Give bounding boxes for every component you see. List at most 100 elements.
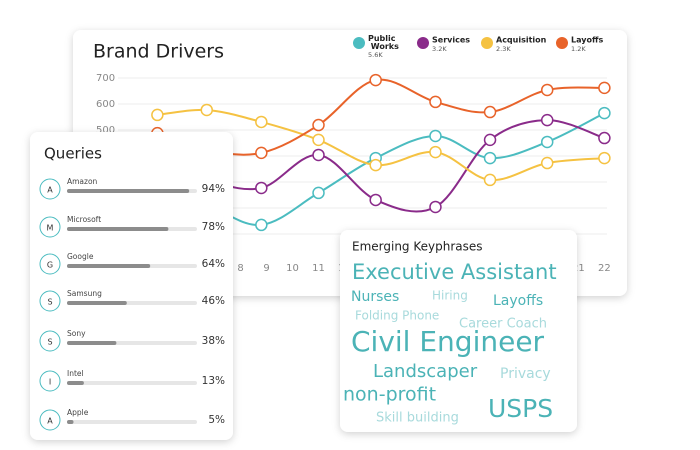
keyphrase: USPS [488, 394, 553, 423]
y-tick-label: 500 [96, 125, 115, 136]
point [429, 129, 442, 143]
avatar-letter: M [47, 224, 54, 233]
legend-swatch [417, 37, 429, 49]
query-name: Samsung [67, 289, 102, 298]
point [429, 200, 442, 214]
avatar [39, 290, 61, 312]
legend-total: 3.2K [432, 45, 447, 53]
point [598, 81, 611, 95]
keyphrase: Layoffs [493, 293, 543, 309]
avatar [39, 216, 61, 238]
query-name: Microsoft [67, 215, 101, 224]
point [483, 133, 497, 147]
avatar [39, 330, 61, 352]
bar-track [67, 381, 197, 385]
legend-label: Layoffs [571, 36, 603, 45]
query-name: Intel [67, 369, 84, 378]
point [540, 135, 554, 149]
point [255, 181, 268, 195]
y-tick-label: 600 [96, 99, 115, 110]
bar [67, 341, 117, 345]
point [540, 113, 554, 127]
avatar-letter: S [47, 338, 52, 347]
bar [67, 420, 74, 424]
point [151, 108, 164, 122]
keyphrase: Landscaper [373, 361, 478, 382]
point [429, 95, 442, 109]
bar [67, 227, 169, 231]
point [483, 151, 497, 165]
x-tick-label: 21 [572, 263, 585, 274]
x-tick-label: 11 [312, 263, 325, 274]
point [483, 105, 497, 119]
point [312, 118, 325, 132]
point [255, 115, 268, 129]
legend-total: 1.2K [571, 45, 586, 53]
query-name: Google [67, 252, 94, 261]
word-cloud: Executive Assistant Nurses Hiring Layoffs Fo… [343, 260, 557, 426]
bar [67, 264, 151, 268]
queries-list: A Amazon 94% M Microsoft 78% G Google 64% S Samsun… [39, 177, 225, 431]
point [312, 148, 325, 162]
keyphrase: Folding Phone [355, 309, 439, 323]
query-value: 64% [202, 258, 225, 270]
bar [67, 381, 84, 385]
query-value: 38% [202, 335, 225, 347]
avatar-letter: I [49, 378, 51, 387]
point [369, 193, 382, 207]
legend-swatch [556, 37, 568, 49]
legend-label: Services [432, 36, 470, 45]
keyphrase: Civil Engineer [351, 325, 545, 358]
point [429, 145, 442, 159]
point [540, 83, 554, 97]
point [598, 106, 611, 120]
keyphrase-card [340, 230, 577, 432]
queries-title: Queries [44, 145, 102, 163]
point [369, 158, 382, 172]
legend-total: 5.6K [368, 51, 383, 59]
chart-title: Brand Drivers [93, 41, 224, 63]
query-name: Sony [67, 329, 86, 338]
legend-total: 2.3K [496, 45, 511, 53]
avatar-letter: G [47, 261, 53, 270]
point [255, 146, 268, 160]
legend-label: Public Works [368, 34, 399, 51]
legend-label: Acquisition [496, 36, 547, 45]
avatar-letter: A [47, 186, 53, 195]
x-tick-label: 9 [263, 263, 269, 274]
keyphrase: Privacy [500, 366, 551, 382]
point [540, 156, 554, 170]
point [200, 103, 214, 117]
query-value: 94% [202, 183, 225, 195]
point [598, 151, 611, 165]
keyphrase: non-profit [343, 384, 436, 406]
keyphrase-title: Emerging Keyphrases [352, 240, 483, 254]
avatar-letter: A [47, 417, 53, 426]
keyphrase: Hiring [432, 289, 468, 303]
x-tick-label: 22 [598, 263, 611, 274]
legend-swatch [481, 37, 493, 49]
keyphrase: Nurses [351, 289, 399, 305]
bar [67, 189, 190, 193]
legend-swatch [353, 37, 365, 49]
x-tick-label: 10 [286, 263, 299, 274]
query-value: 78% [202, 221, 225, 233]
avatar [39, 178, 61, 200]
avatar-letter: S [47, 298, 52, 307]
point [483, 173, 497, 187]
x-tick-label: 8 [237, 263, 243, 274]
query-value: 13% [202, 375, 225, 387]
avatar [39, 370, 61, 392]
bar-track [67, 420, 197, 424]
query-name: Amazon [67, 177, 98, 186]
point [312, 133, 325, 147]
keyphrase: Skill building [376, 411, 459, 426]
avatar [39, 409, 61, 431]
bar [67, 301, 127, 305]
query-value: 46% [202, 295, 225, 307]
point [598, 131, 611, 145]
keyphrase: Executive Assistant [352, 260, 557, 284]
point [255, 218, 268, 232]
